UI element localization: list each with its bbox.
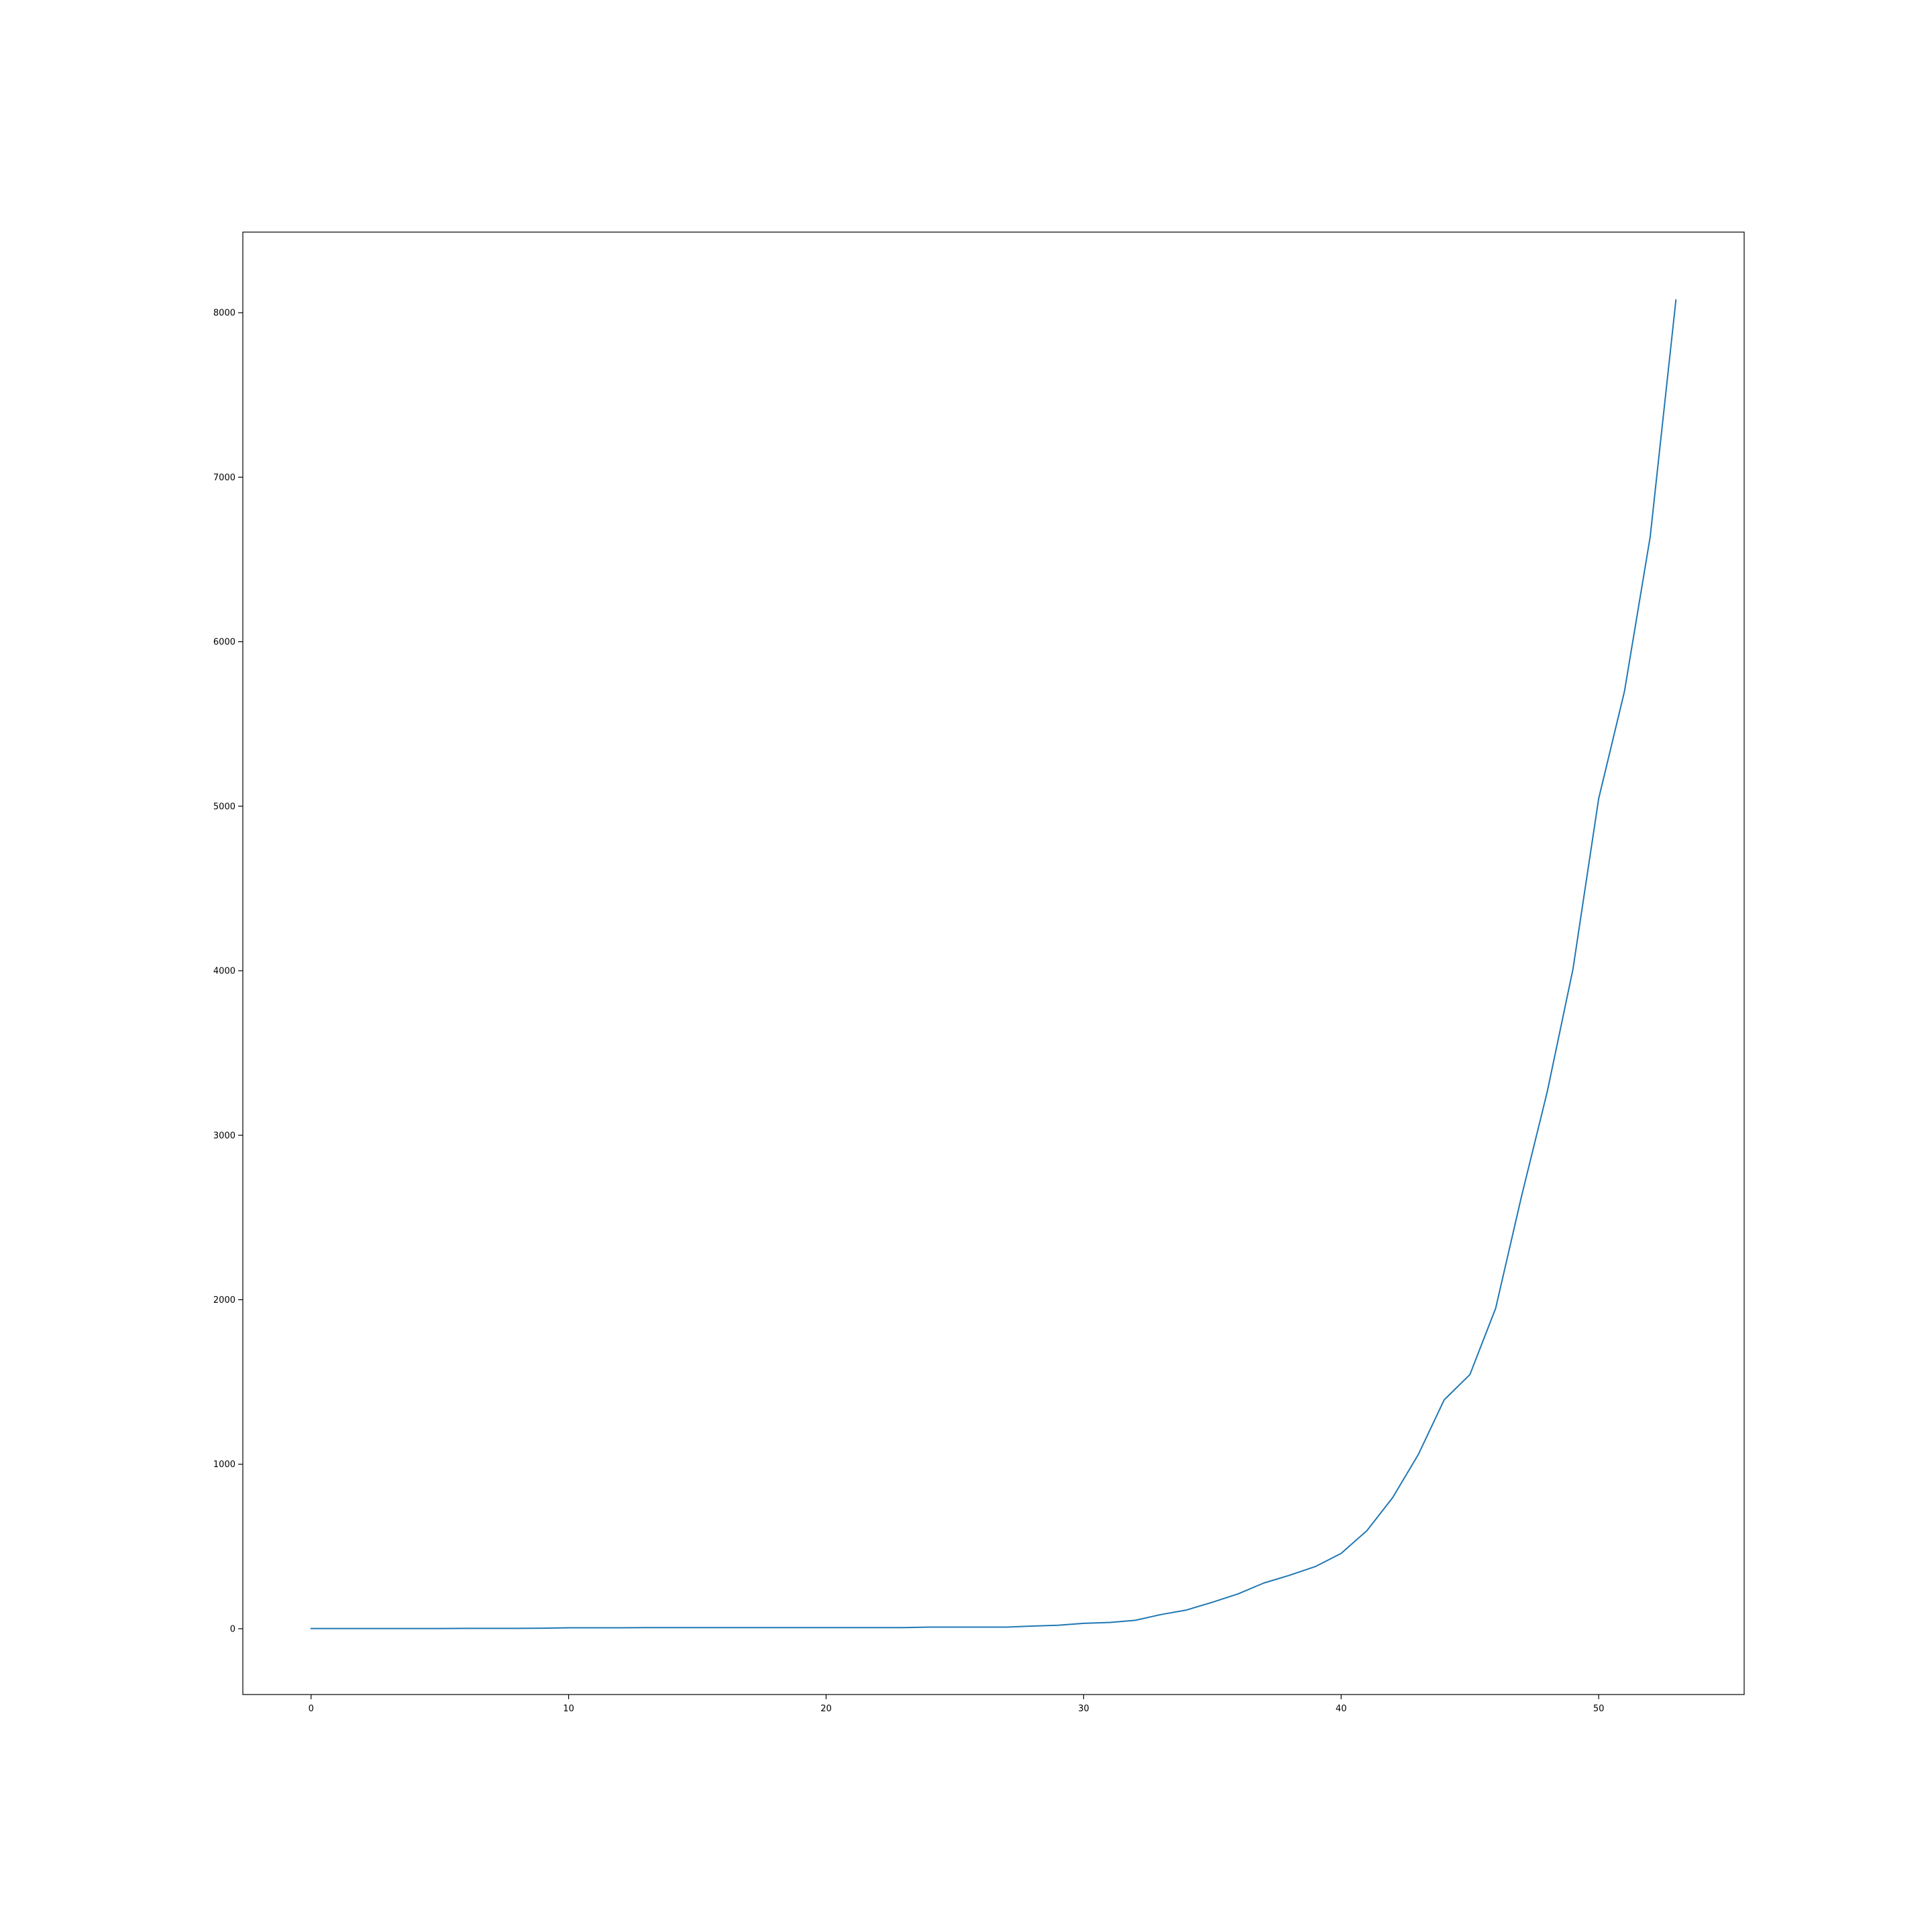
y-tick-label: 0 — [230, 1624, 235, 1634]
axes-frame — [242, 231, 1745, 1695]
y-tick-label: 8000 — [213, 309, 235, 319]
x-tick-label: 50 — [1593, 1704, 1605, 1714]
x-tick-label: 10 — [563, 1704, 574, 1714]
x-tick-label: 20 — [820, 1704, 832, 1714]
y-tick-label: 2000 — [213, 1295, 235, 1305]
y-tick-label: 4000 — [213, 967, 235, 977]
x-tick-label: 0 — [309, 1704, 314, 1714]
y-tick-label: 7000 — [213, 473, 235, 483]
x-tick-label: 30 — [1078, 1704, 1089, 1714]
y-tick-label: 6000 — [213, 637, 235, 647]
x-tick-label: 40 — [1336, 1704, 1347, 1714]
y-tick-label: 1000 — [213, 1460, 235, 1470]
y-tick-label: 3000 — [213, 1131, 235, 1141]
y-tick-label: 5000 — [213, 802, 235, 812]
series-line-0 — [310, 299, 1677, 1629]
plot-area: 0 10 20 30 40 50 0 1000 2000 3000 4000 5000 6000 7000… — [213, 231, 1745, 1714]
